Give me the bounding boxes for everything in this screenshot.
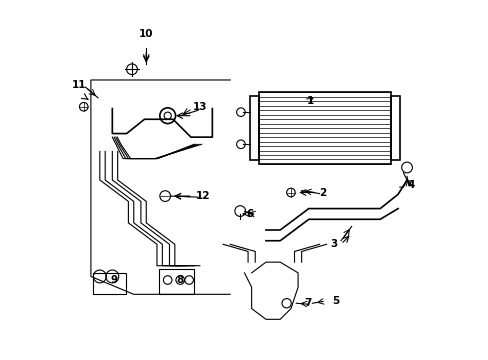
Text: 3: 3	[329, 239, 337, 249]
Text: 13: 13	[192, 102, 207, 112]
Text: 1: 1	[306, 96, 314, 107]
Text: 10: 10	[139, 28, 153, 39]
Text: 5: 5	[331, 296, 339, 306]
Bar	[258, 93, 390, 164]
Text: 6: 6	[246, 209, 253, 219]
Text: 12: 12	[196, 191, 210, 201]
Text: 11: 11	[72, 80, 86, 90]
Text: 4: 4	[407, 180, 414, 190]
Text: 9: 9	[110, 275, 118, 285]
Text: 2: 2	[319, 188, 326, 198]
Bar	[159, 269, 194, 294]
Text: 8: 8	[176, 275, 183, 285]
Bar	[390, 96, 399, 160]
Text: 7: 7	[304, 298, 311, 308]
Bar	[93, 273, 125, 294]
Bar	[249, 96, 258, 160]
